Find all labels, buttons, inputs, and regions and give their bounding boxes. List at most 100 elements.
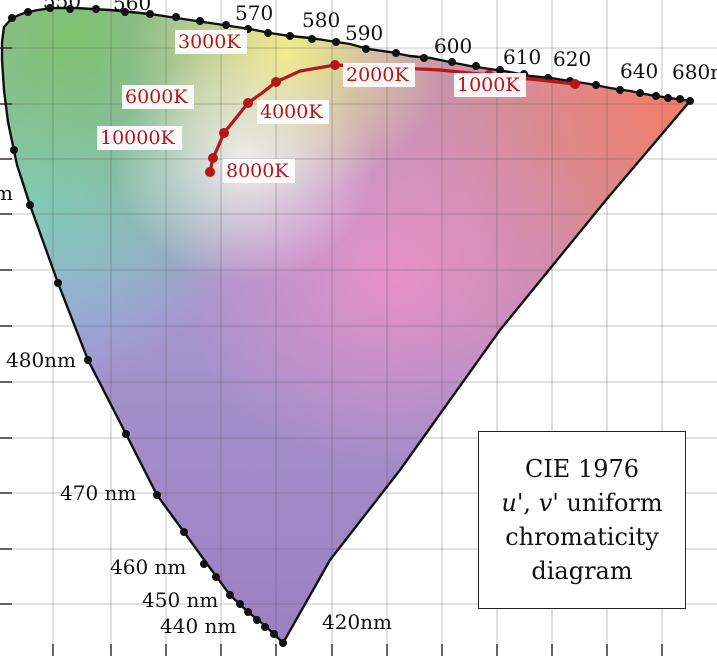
wavelength-marker xyxy=(8,14,16,22)
temperature-label-background xyxy=(223,159,295,183)
wavelength-marker xyxy=(270,630,278,638)
temperature-marker xyxy=(271,77,281,87)
wavelength-marker xyxy=(24,8,32,16)
temperature-label: 4000K xyxy=(257,100,329,124)
wavelength-marker xyxy=(212,573,220,581)
wavelength-marker xyxy=(279,639,287,647)
temperature-label: 6000K xyxy=(122,85,194,109)
wavelength-label: m xyxy=(0,181,13,205)
wavelength-marker xyxy=(332,38,340,46)
wavelength-label: 460 nm xyxy=(110,555,186,579)
wavelength-marker xyxy=(26,201,34,209)
wavelength-marker xyxy=(222,21,230,29)
caption-line-1: CIE 1976 xyxy=(524,455,640,483)
diagram-caption-box: CIE 1976 u', v' uniform chromaticity dia… xyxy=(478,431,686,609)
wavelength-marker xyxy=(676,95,684,103)
temperature-label-text: 4000K xyxy=(260,101,323,123)
temperature-label-text: 8000K xyxy=(226,160,289,182)
wavelength-marker xyxy=(66,5,74,13)
temperature-label-background xyxy=(97,126,183,150)
caption-line-3: chromaticity xyxy=(505,523,659,551)
wavelength-marker xyxy=(253,616,261,624)
wavelength-label: 590 xyxy=(345,21,383,45)
temperature-label: 3000K xyxy=(175,30,247,54)
wavelength-marker xyxy=(652,92,660,100)
temperature-label-background xyxy=(343,63,415,87)
wavelength-marker xyxy=(616,86,624,94)
wavelength-marker xyxy=(54,279,62,287)
wavelength-marker xyxy=(122,430,130,438)
wavelength-marker xyxy=(420,54,428,62)
wavelength-marker xyxy=(200,560,208,568)
temperature-label: 1000K xyxy=(454,73,526,97)
caption-uniform: uniform xyxy=(558,489,663,517)
caption-line-4: diagram xyxy=(531,557,633,585)
wavelength-marker xyxy=(392,49,400,57)
wavelength-marker xyxy=(146,10,154,18)
temperature-label: 10000K xyxy=(97,126,183,150)
temperature-label-text: 6000K xyxy=(125,86,188,108)
temperature-label-text: 3000K xyxy=(178,31,241,53)
temperature-labels: 3000K 2000K 1000K 6000K 4000K 10000K 8000K xyxy=(97,30,526,183)
caption-u-prime: u' xyxy=(501,489,524,517)
wavelength-label: 620 xyxy=(553,47,591,71)
wavelength-label: 600 xyxy=(434,34,472,58)
wavelength-marker xyxy=(308,35,316,43)
wavelength-label: 470 nm xyxy=(60,481,136,505)
wavelength-marker xyxy=(448,58,456,66)
wavelength-marker xyxy=(664,94,672,102)
temperature-marker xyxy=(330,60,340,70)
wavelength-label: 580 xyxy=(302,8,340,32)
wavelength-marker xyxy=(636,89,644,97)
wavelength-label: 640 xyxy=(620,59,658,83)
temperature-marker xyxy=(243,98,253,108)
wavelength-marker xyxy=(362,45,370,53)
temperature-label-text: 10000K xyxy=(100,127,175,149)
temperature-label: 2000K xyxy=(343,63,415,87)
caption-separator: , xyxy=(523,489,539,517)
wavelength-marker xyxy=(472,62,480,70)
wavelength-marker xyxy=(286,32,294,40)
wavelength-marker xyxy=(261,623,269,631)
wavelength-label: 450 nm xyxy=(142,588,218,612)
wavelength-marker xyxy=(121,8,129,16)
temperature-marker xyxy=(205,167,215,177)
temperature-label-background xyxy=(454,73,526,97)
wavelength-label: 610 xyxy=(503,45,541,69)
wavelength-marker xyxy=(496,66,504,74)
wavelength-label: 560 xyxy=(113,0,151,15)
wavelength-marker xyxy=(84,356,92,364)
wavelength-marker xyxy=(92,5,100,13)
wavelength-label: 480nm xyxy=(6,348,76,372)
wavelength-marker xyxy=(264,29,272,37)
temperature-label-background xyxy=(257,100,329,124)
wavelength-marker xyxy=(226,591,234,599)
temperature-marker xyxy=(219,128,229,138)
wavelength-marker xyxy=(236,600,244,608)
wavelength-label: 420nm xyxy=(322,610,392,634)
wavelength-marker xyxy=(10,146,18,154)
wavelength-marker xyxy=(592,81,600,89)
temperature-label-text: 1000K xyxy=(457,74,520,96)
caption-v-prime: v' xyxy=(538,489,559,517)
wavelength-label: 570 xyxy=(235,1,273,25)
wavelength-marker xyxy=(686,97,694,105)
caption-line-2: u', v' uniform xyxy=(501,486,662,520)
temperature-marker xyxy=(208,153,218,163)
wavelength-marker xyxy=(244,608,252,616)
wavelength-label: 550 xyxy=(43,0,81,13)
temperature-marker xyxy=(570,79,580,89)
wavelength-marker xyxy=(196,17,204,25)
wavelength-marker xyxy=(172,13,180,21)
temperature-label: 8000K xyxy=(223,159,295,183)
temperature-label-background xyxy=(122,85,194,109)
temperature-label-background xyxy=(175,30,247,54)
temperature-label-text: 2000K xyxy=(346,64,409,86)
wavelength-marker xyxy=(180,528,188,536)
wavelength-marker xyxy=(46,4,54,12)
wavelength-label: 440 nm xyxy=(160,614,236,638)
wavelength-marker xyxy=(153,491,161,499)
